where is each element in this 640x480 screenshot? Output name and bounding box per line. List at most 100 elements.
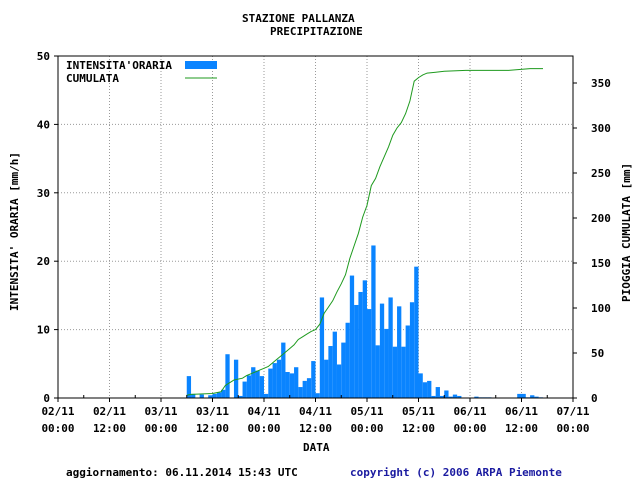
- bar: [212, 393, 217, 398]
- bar: [225, 354, 230, 398]
- bar: [255, 370, 260, 398]
- x-tick-time: 00:00: [556, 422, 589, 435]
- tick-labels: 02/11 00:00 02/11 12:00 03/11 00:00 03/11 12:00…: [37, 50, 611, 435]
- bar: [409, 302, 415, 398]
- y-right-tick-label: 350: [591, 77, 611, 90]
- bar: [358, 291, 363, 398]
- x-tick-date: 03/11: [196, 405, 229, 418]
- bar: [401, 346, 406, 398]
- bar-series: [186, 245, 543, 398]
- bar: [238, 395, 243, 398]
- bar: [448, 396, 453, 398]
- bar: [392, 346, 398, 398]
- bar: [324, 359, 329, 398]
- x-tick-time: 00:00: [247, 422, 280, 435]
- y-right-tick-label: 200: [591, 212, 611, 225]
- y-right-tick-label: 300: [591, 122, 611, 135]
- x-tick-time: 00:00: [350, 422, 383, 435]
- x-tick-time: 00:00: [453, 422, 486, 435]
- bar: [349, 275, 355, 398]
- bar: [311, 361, 316, 398]
- bar: [427, 380, 432, 398]
- bar: [251, 367, 256, 398]
- bar: [319, 297, 325, 398]
- x-tick-time: 12:00: [196, 422, 229, 435]
- bar: [233, 359, 239, 398]
- bar: [306, 378, 312, 398]
- bar: [281, 342, 286, 398]
- bar: [272, 363, 277, 398]
- bar: [371, 245, 376, 398]
- x-axis-label: DATA: [303, 441, 330, 454]
- x-tick-time: 12:00: [299, 422, 332, 435]
- bar: [397, 306, 402, 398]
- bar: [298, 387, 303, 398]
- bar: [268, 368, 273, 398]
- x-tick-date: 05/11: [402, 405, 435, 418]
- bar: [474, 396, 479, 398]
- y-left-tick-label: 20: [37, 255, 50, 268]
- bar: [362, 280, 367, 398]
- x-tick-date: 02/11: [93, 405, 126, 418]
- bar: [384, 328, 389, 398]
- x-tick-date: 07/11: [556, 405, 589, 418]
- bar: [285, 372, 290, 398]
- x-tick-date: 06/11: [505, 405, 538, 418]
- y-left-tick-label: 40: [37, 118, 50, 131]
- x-tick-date: 04/11: [247, 405, 280, 418]
- legend-label-intensity: INTENSITA'ORARIA: [66, 59, 172, 72]
- bar: [341, 342, 346, 398]
- x-tick-date: 02/11: [41, 405, 74, 418]
- bar: [452, 394, 458, 398]
- bar: [221, 389, 226, 398]
- y-right-tick-label: 50: [591, 347, 604, 360]
- y-right-tick-label: 0: [591, 392, 598, 405]
- axes: [54, 55, 577, 402]
- x-tick-date: 05/11: [350, 405, 383, 418]
- bar: [199, 394, 204, 398]
- bar: [328, 346, 333, 398]
- y-left-tick-label: 50: [37, 50, 50, 63]
- chart-subtitle: PRECIPITAZIONE: [270, 25, 363, 38]
- bar: [315, 393, 320, 398]
- bar: [259, 376, 264, 398]
- bar: [517, 393, 522, 398]
- bar: [246, 375, 252, 398]
- bar: [264, 393, 269, 398]
- bar: [405, 325, 410, 398]
- bar: [418, 373, 423, 398]
- bar: [242, 381, 247, 398]
- x-tick-time: 12:00: [402, 422, 435, 435]
- y-axis-left-label: INTENSITA' ORARIA [mm/h]: [8, 152, 21, 311]
- bar: [276, 359, 282, 398]
- x-tick-date: 06/11: [453, 405, 486, 418]
- x-tick-date: 04/11: [299, 405, 332, 418]
- bar: [521, 393, 526, 398]
- bar: [332, 331, 337, 398]
- legend: INTENSITA'ORARIA CUMULATA: [66, 59, 217, 85]
- bar: [444, 390, 449, 398]
- bar: [431, 395, 436, 398]
- bar: [191, 393, 196, 398]
- chart-title: STAZIONE PALLANZA: [242, 12, 355, 25]
- bar: [388, 297, 393, 398]
- update-timestamp: aggiornamento: 06.11.2014 15:43 UTC: [66, 466, 298, 479]
- x-tick-time: 00:00: [41, 422, 74, 435]
- legend-label-cumulative: CUMULATA: [66, 72, 119, 85]
- y-right-tick-label: 250: [591, 167, 611, 180]
- bar: [375, 345, 380, 398]
- bar: [367, 309, 372, 398]
- y-left-tick-label: 30: [37, 187, 50, 200]
- bar: [354, 304, 359, 398]
- bar: [435, 387, 440, 398]
- bar: [534, 396, 539, 398]
- y-left-tick-label: 10: [37, 324, 50, 337]
- bar: [530, 395, 535, 398]
- y-right-tick-label: 150: [591, 257, 611, 270]
- bar: [439, 395, 445, 398]
- x-tick-time: 12:00: [93, 422, 126, 435]
- bar: [414, 266, 419, 398]
- legend-swatch-intensity: [185, 61, 217, 69]
- y-left-tick-label: 0: [43, 392, 50, 405]
- grid: [58, 56, 573, 398]
